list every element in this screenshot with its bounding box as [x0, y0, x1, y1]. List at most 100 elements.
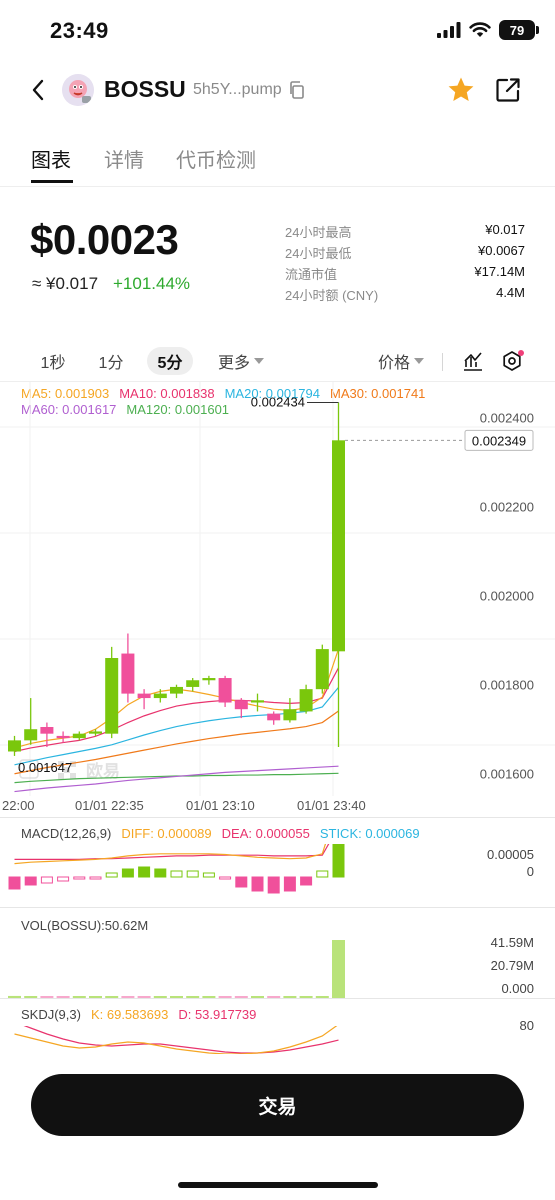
- section-divider: [0, 998, 555, 999]
- volume-title: VOL(BOSSU):50.62M: [21, 918, 149, 933]
- y-tick-label: 0.001600: [480, 767, 534, 782]
- timeframe-1m[interactable]: 1分: [98, 355, 124, 372]
- macd-histogram-bar: [316, 870, 329, 878]
- signal-icon: [437, 22, 461, 38]
- skdj-axis-label: 80: [519, 1018, 534, 1033]
- caret-down-icon: [254, 358, 264, 364]
- volume-bar: [299, 996, 313, 998]
- volume-bar: [8, 995, 21, 998]
- stat-value: ¥0.017: [485, 222, 525, 237]
- current-price-label: 0.002349: [472, 433, 526, 448]
- volume-bar: [315, 996, 329, 998]
- stat-label: 24小时额 (CNY): [285, 288, 379, 303]
- candle-body: [186, 680, 200, 687]
- volume-bar: [283, 996, 297, 998]
- stat-value: ¥17.14M: [474, 264, 525, 279]
- macd-histogram-bar: [202, 872, 215, 878]
- macd-histogram-bar: [267, 876, 280, 894]
- section-divider: [0, 907, 555, 908]
- trade-button[interactable]: 交易: [31, 1074, 524, 1136]
- volume-bar: [137, 996, 151, 998]
- settings-hexagon-icon: [503, 350, 524, 371]
- macd-histogram-bar: [40, 876, 53, 884]
- timeframe-1s[interactable]: 1秒: [40, 355, 66, 372]
- stat-row: 流通市值 ¥17.14M: [285, 264, 525, 285]
- macd-legend: MACD(12,26,9) DIFF: 0.000089 DEA: 0.0000…: [21, 826, 420, 841]
- token-address: 5h5Y...pump: [193, 81, 282, 98]
- battery-level: 79: [509, 22, 525, 38]
- indicator-chart-icon: [464, 352, 482, 371]
- tab-token-check[interactable]: 代币检测: [176, 150, 256, 172]
- copy-address-button[interactable]: [287, 80, 307, 100]
- volume-bar: [170, 996, 183, 998]
- volume-bar: [89, 996, 102, 998]
- candle-body: [251, 700, 264, 703]
- skdj-chart: [14, 1026, 339, 1054]
- ma-legend-row-1: MA5: 0.001903 MA10: 0.001838 MA20: 0.001…: [21, 386, 425, 401]
- macd-histogram-bar: [332, 844, 345, 878]
- stat-label: 24小时最低: [285, 246, 352, 261]
- macd-histogram-bar: [251, 876, 264, 892]
- favorite-button[interactable]: [446, 75, 476, 105]
- skdj-d-line: [23, 1026, 339, 1054]
- candlestick-chart[interactable]: 0.002400 0.002200 0.002000 0.001800 0.001600…: [0, 382, 555, 796]
- status-time: 23:49: [50, 18, 109, 43]
- back-button[interactable]: [22, 74, 54, 106]
- toolbar-divider: [0, 381, 555, 382]
- token-logo-icon: [62, 74, 94, 106]
- copy-icon: [290, 81, 304, 99]
- share-button[interactable]: [494, 76, 522, 104]
- macd-histogram-bar: [138, 866, 151, 878]
- volume-bar: [251, 996, 264, 998]
- battery-indicator: 79: [499, 20, 539, 40]
- candle-body: [202, 678, 216, 681]
- stat-row: 24小时最低 ¥0.0067: [285, 243, 525, 264]
- ma10-legend: MA10: 0.001838: [119, 386, 215, 401]
- volume-bar: [202, 996, 216, 998]
- macd-axis-label: 0: [526, 864, 534, 879]
- star-icon: [448, 77, 474, 101]
- candle-body: [153, 693, 167, 699]
- wifi-icon: [469, 22, 491, 37]
- macd-histogram-bar: [105, 872, 118, 878]
- tab-details[interactable]: 详情: [104, 150, 144, 172]
- skdj-legend: SKDJ(9,3) K: 69.583693 D: 53.917739: [21, 1007, 256, 1022]
- active-tab-indicator: [31, 180, 73, 183]
- candle-body: [218, 678, 232, 703]
- volume-axis-label: 0.000: [501, 981, 534, 996]
- tab-chart[interactable]: 图表: [31, 150, 71, 172]
- time-label: 01/01 23:40: [297, 798, 366, 813]
- macd-histogram-bar: [154, 868, 167, 878]
- token-name: BOSSU: [104, 76, 186, 102]
- high-marker-label: 0.002434: [251, 394, 305, 409]
- price-cny: ≈ ¥0.017: [32, 274, 99, 293]
- candle-body: [56, 735, 70, 739]
- macd-stick: STICK: 0.000069: [319, 826, 420, 841]
- price-change: +101.44%: [113, 274, 191, 293]
- indicators-button[interactable]: [461, 349, 485, 373]
- macd-histogram-bar: [89, 876, 102, 880]
- share-external-icon: [496, 78, 520, 102]
- volume-bar: [332, 940, 345, 998]
- ma60-line: [14, 765, 339, 793]
- skdj-k-line: [14, 1026, 338, 1054]
- timeframe-5m[interactable]: 5分: [147, 347, 193, 375]
- volume-bar: [56, 996, 70, 998]
- status-icons: 79: [437, 20, 539, 40]
- candle-body: [8, 740, 21, 752]
- tabs-divider: [0, 186, 555, 187]
- more-timeframes-dropdown[interactable]: 更多: [212, 347, 270, 375]
- candle-body: [89, 731, 102, 734]
- volume-bar: [105, 996, 119, 998]
- section-divider: [0, 817, 555, 818]
- time-label: 22:00: [2, 798, 35, 813]
- candle-body: [267, 713, 281, 721]
- macd-histogram-bar: [73, 876, 86, 880]
- chart-settings-button[interactable]: [500, 349, 524, 373]
- ma-legend-row-2: MA60: 0.001617 MA120: 0.001601: [21, 402, 229, 417]
- y-tick-label: 0.002000: [480, 589, 534, 604]
- y-tick-label: 0.002200: [480, 500, 534, 515]
- candle-body: [137, 693, 151, 699]
- candle-body: [170, 686, 183, 694]
- price-type-dropdown[interactable]: 价格: [372, 347, 430, 375]
